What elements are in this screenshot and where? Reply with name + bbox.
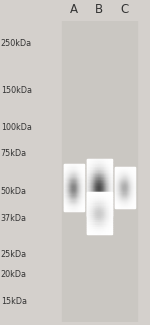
Text: 250kDa: 250kDa xyxy=(1,39,32,48)
Bar xyxy=(86,21,112,322)
Text: B: B xyxy=(95,3,103,16)
Text: C: C xyxy=(121,3,129,16)
Text: 100kDa: 100kDa xyxy=(1,123,32,132)
Text: 20kDa: 20kDa xyxy=(1,270,27,280)
Text: 50kDa: 50kDa xyxy=(1,187,27,196)
Text: 15kDa: 15kDa xyxy=(1,297,27,306)
Bar xyxy=(113,21,136,322)
Bar xyxy=(62,21,86,322)
Text: 75kDa: 75kDa xyxy=(1,150,27,159)
Text: 25kDa: 25kDa xyxy=(1,250,27,259)
Text: 150kDa: 150kDa xyxy=(1,86,32,95)
Text: A: A xyxy=(70,3,78,16)
Text: 37kDa: 37kDa xyxy=(1,214,27,223)
